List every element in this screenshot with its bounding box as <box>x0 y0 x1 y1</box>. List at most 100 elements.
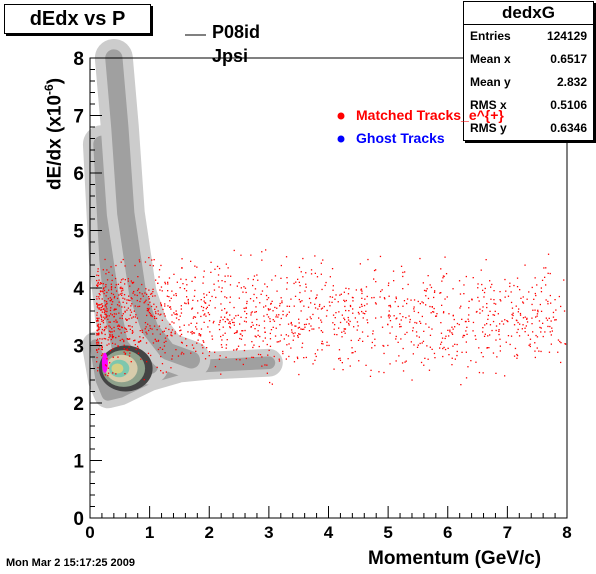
matched-track-point <box>105 365 108 367</box>
matched-track-point <box>383 297 386 299</box>
matched-track-point <box>151 315 153 318</box>
matched-track-point <box>426 288 428 290</box>
matched-track-point <box>355 289 357 291</box>
matched-track-point <box>462 336 464 338</box>
matched-track-point <box>253 275 256 277</box>
matched-track-point <box>233 317 235 319</box>
matched-track-point <box>225 312 228 314</box>
matched-track-point <box>195 326 197 328</box>
matched-track-point <box>317 308 319 310</box>
matched-track-point <box>426 345 428 347</box>
matched-track-point <box>197 312 199 314</box>
matched-track-point <box>422 282 424 284</box>
matched-track-point <box>176 313 178 315</box>
matched-track-point <box>272 310 274 312</box>
matched-track-point <box>96 314 98 316</box>
matched-track-point <box>245 306 247 309</box>
matched-track-point <box>402 316 404 318</box>
matched-track-point <box>298 298 300 301</box>
matched-track-point <box>536 347 538 349</box>
matched-track-point <box>175 293 177 295</box>
matched-track-point <box>124 373 126 375</box>
matched-track-point <box>96 312 98 314</box>
matched-track-point <box>513 355 516 357</box>
matched-track-point <box>345 309 347 312</box>
matched-track-point <box>169 323 171 325</box>
matched-track-point <box>444 337 446 340</box>
matched-track-point <box>352 297 354 299</box>
x-tick-label: 7 <box>503 523 512 542</box>
matched-track-point <box>494 310 496 312</box>
matched-track-point <box>251 341 253 343</box>
matched-track-point <box>423 330 425 332</box>
matched-track-point <box>546 319 549 321</box>
matched-track-point <box>263 320 266 322</box>
matched-track-point <box>155 340 157 342</box>
matched-track-point <box>383 352 385 355</box>
matched-track-point <box>107 372 110 374</box>
matched-track-point <box>413 306 415 308</box>
matched-track-point <box>160 302 162 304</box>
matched-track-point <box>478 371 481 374</box>
matched-track-point <box>104 338 107 340</box>
matched-track-point <box>164 305 166 307</box>
matched-track-point <box>112 348 114 350</box>
matched-track-point <box>131 303 133 305</box>
matched-track-point <box>431 348 433 350</box>
matched-track-point <box>146 314 148 317</box>
matched-track-point <box>425 295 427 297</box>
matched-track-point <box>144 292 146 294</box>
matched-track-point <box>149 327 151 330</box>
matched-track-point <box>321 340 323 343</box>
matched-track-point <box>227 319 229 321</box>
matched-track-point <box>307 306 310 308</box>
matched-track-point <box>304 290 306 292</box>
matched-track-point <box>515 305 517 307</box>
matched-track-point <box>268 309 270 311</box>
matched-track-point <box>97 307 99 309</box>
x-tick-label: 6 <box>443 523 452 542</box>
matched-track-point <box>563 310 566 312</box>
matched-track-point <box>98 332 100 334</box>
matched-track-point <box>191 344 194 346</box>
matched-track-point <box>402 288 404 290</box>
matched-track-point <box>111 303 113 305</box>
matched-track-point <box>105 300 108 303</box>
matched-track-point <box>97 270 99 273</box>
matched-track-point <box>197 300 199 302</box>
matched-track-point <box>298 322 300 324</box>
matched-track-point <box>202 347 204 349</box>
matched-track-point <box>204 302 206 304</box>
matched-track-point <box>135 314 137 316</box>
matched-track-point <box>110 298 113 300</box>
matched-track-point <box>114 286 116 289</box>
matched-track-point <box>303 328 305 330</box>
matched-track-point <box>159 289 161 291</box>
matched-track-point <box>270 303 272 305</box>
matched-track-point <box>137 276 139 278</box>
x-tick-label: 4 <box>324 523 334 542</box>
matched-track-point <box>103 337 105 340</box>
matched-track-point <box>108 325 110 327</box>
matched-track-point <box>303 305 305 307</box>
matched-track-point <box>484 333 486 335</box>
matched-track-point <box>250 312 252 314</box>
matched-track-point <box>459 307 461 309</box>
matched-track-point <box>121 317 123 320</box>
matched-track-point <box>229 284 232 286</box>
matched-track-point <box>326 309 328 312</box>
matched-track-point <box>154 308 156 310</box>
y-tick-label: 0 <box>73 509 84 530</box>
matched-track-point <box>105 316 107 318</box>
matched-track-point <box>147 309 150 311</box>
matched-track-point <box>137 352 140 354</box>
matched-track-point <box>526 298 528 300</box>
matched-track-point <box>422 302 424 304</box>
matched-track-point <box>417 300 419 303</box>
matched-track-point <box>214 351 216 353</box>
matched-track-point <box>359 337 361 340</box>
matched-track-point <box>155 317 158 320</box>
matched-track-point <box>339 321 342 324</box>
matched-track-point <box>451 333 454 335</box>
matched-track-point <box>317 349 319 351</box>
